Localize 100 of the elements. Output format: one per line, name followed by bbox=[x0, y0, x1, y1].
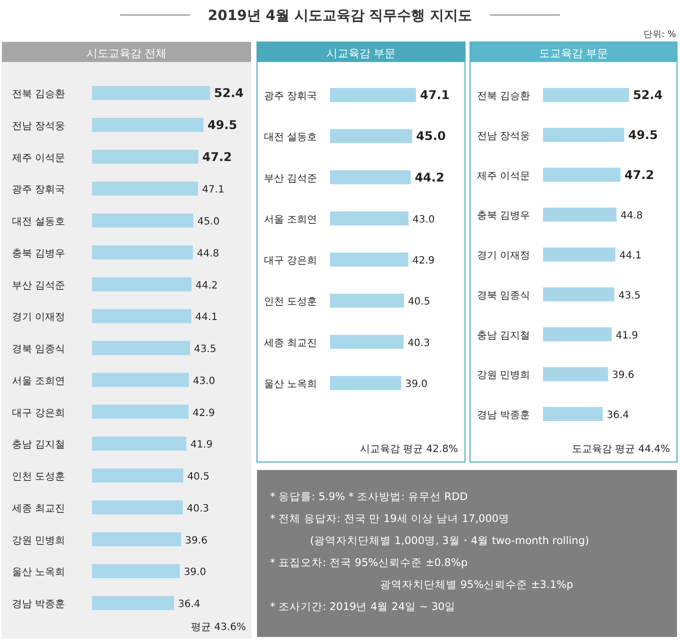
y-tick-label: 서울 조희연 bbox=[12, 376, 66, 387]
bar bbox=[92, 118, 204, 132]
bar bbox=[92, 309, 192, 324]
data-label: 39.0 bbox=[184, 567, 206, 578]
data-label: 42.9 bbox=[412, 256, 435, 267]
bar bbox=[92, 500, 183, 514]
bar bbox=[92, 277, 192, 292]
data-label: 36.4 bbox=[178, 599, 200, 610]
y-tick-label: 인천 도성훈 bbox=[264, 296, 318, 308]
data-label: 43.5 bbox=[194, 344, 216, 355]
data-label: 49.5 bbox=[628, 128, 658, 142]
data-label: 44.8 bbox=[196, 248, 220, 260]
data-label: 41.9 bbox=[616, 330, 638, 342]
text: 도교육감 평균 44.4% bbox=[572, 444, 670, 455]
y-tick-label: 대구 강은희 bbox=[264, 256, 318, 267]
y-tick-label: 강원 민병희 bbox=[477, 370, 530, 382]
text: 단위: % bbox=[644, 30, 676, 40]
text: * 응답률: 5.9% * 조사방법: 유무선 RDD bbox=[270, 491, 468, 503]
chart-title: 도교육감 부문 bbox=[538, 47, 608, 60]
bar bbox=[543, 208, 617, 222]
data-label: 39.0 bbox=[405, 379, 428, 390]
bar bbox=[543, 287, 614, 302]
bar bbox=[92, 372, 189, 387]
y-tick-label: 경북 임종식 bbox=[477, 290, 530, 302]
text: 광역자치단체별 95%신뢰수준 ±3.1%p bbox=[380, 579, 574, 591]
y-tick-label: 충남 김지철 bbox=[477, 330, 530, 342]
bar bbox=[330, 129, 412, 144]
y-tick-label: 충북 김병우 bbox=[477, 210, 530, 222]
bar bbox=[543, 168, 620, 182]
data-label: 47.1 bbox=[420, 88, 450, 102]
data-label: 44.2 bbox=[414, 170, 444, 184]
data-label: 52.4 bbox=[214, 86, 244, 100]
bar bbox=[92, 564, 180, 578]
y-tick-label: 제주 이석문 bbox=[12, 152, 66, 164]
y-tick-label: 경남 박종훈 bbox=[477, 410, 530, 421]
text: * 표집오차: 전국 95%신뢰수준 ±0.8%p bbox=[270, 557, 468, 569]
bar bbox=[330, 294, 404, 308]
data-label: 39.6 bbox=[185, 535, 208, 546]
bar bbox=[92, 341, 190, 355]
y-tick-label: 강원 민병희 bbox=[12, 535, 66, 546]
data-label: 47.2 bbox=[624, 168, 654, 182]
data-label: 44.2 bbox=[196, 280, 218, 292]
y-tick-label: 서울 조희연 bbox=[264, 214, 318, 226]
bar bbox=[92, 245, 193, 260]
data-label: 40.3 bbox=[186, 503, 210, 514]
bar bbox=[92, 404, 189, 419]
text: 2019년 4월 시도교육감 직무수행 지지도 bbox=[208, 8, 472, 24]
text: (광역자치단체별 1,000명, 3월・4월 two-month rolling) bbox=[310, 535, 590, 547]
bar bbox=[92, 468, 184, 482]
bar bbox=[330, 252, 408, 267]
y-tick-label: 세종 최교진 bbox=[12, 503, 66, 514]
bar bbox=[330, 334, 404, 349]
y-tick-label: 전남 장석웅 bbox=[477, 130, 530, 142]
bar bbox=[330, 170, 411, 184]
data-label: 44.8 bbox=[620, 210, 643, 222]
bar bbox=[92, 532, 182, 546]
y-tick-label: 전남 장석웅 bbox=[12, 120, 66, 132]
data-label: 47.1 bbox=[202, 184, 224, 196]
y-tick-label: 제주 이석문 bbox=[477, 170, 530, 182]
data-label: 45.0 bbox=[197, 216, 220, 228]
data-label: 39.6 bbox=[612, 370, 634, 382]
data-label: 42.9 bbox=[192, 408, 215, 419]
data-label: 44.1 bbox=[195, 312, 218, 324]
bar bbox=[330, 211, 409, 226]
text: * 조사기간: 2019년 4월 24일 ~ 30일 bbox=[270, 601, 456, 613]
bar bbox=[92, 150, 198, 164]
data-label: 43.5 bbox=[618, 290, 641, 302]
y-tick-label: 충북 김병우 bbox=[12, 248, 66, 260]
y-tick-label: 전북 김승환 bbox=[477, 91, 530, 102]
y-tick-label: 광주 장휘국 bbox=[12, 184, 66, 196]
data-label: 43.0 bbox=[412, 214, 435, 226]
y-tick-label: 경북 임종식 bbox=[12, 344, 66, 355]
y-tick-label: 울산 노옥희 bbox=[264, 379, 318, 390]
y-tick-label: 경남 박종훈 bbox=[12, 599, 66, 610]
y-tick-label: 경기 이재정 bbox=[477, 250, 530, 262]
text: 평균 43.6% bbox=[191, 622, 246, 633]
text: 시교육감 평균 42.8% bbox=[360, 444, 458, 455]
data-label: 36.4 bbox=[606, 410, 630, 421]
y-tick-label: 대전 설동호 bbox=[264, 132, 318, 144]
bar bbox=[92, 214, 194, 228]
data-label: 40.5 bbox=[408, 296, 430, 308]
y-tick-label: 광주 장휘국 bbox=[264, 91, 318, 102]
data-label: 49.5 bbox=[207, 118, 238, 132]
y-tick-label: 전북 김승환 bbox=[12, 89, 66, 100]
bar bbox=[543, 88, 629, 102]
bar bbox=[543, 248, 616, 262]
data-label: 40.5 bbox=[187, 472, 210, 482]
chart-title: 시교육감 부문 bbox=[326, 47, 396, 60]
chart-title: 시도교육감 전체 bbox=[86, 47, 167, 60]
text: * 전체 응답자: 전국 만 19세 이상 남녀 17,000명 bbox=[270, 513, 510, 525]
bar bbox=[543, 407, 603, 421]
data-label: 47.2 bbox=[202, 150, 232, 164]
data-label: 41.9 bbox=[190, 440, 213, 451]
bar bbox=[330, 376, 402, 390]
y-tick-label: 충남 김지철 bbox=[12, 440, 66, 451]
data-label: 40.3 bbox=[408, 338, 430, 349]
data-label: 43.0 bbox=[192, 376, 216, 387]
bar bbox=[92, 436, 186, 451]
y-tick-label: 대구 강은희 bbox=[12, 408, 66, 419]
data-label: 44.1 bbox=[619, 250, 642, 262]
